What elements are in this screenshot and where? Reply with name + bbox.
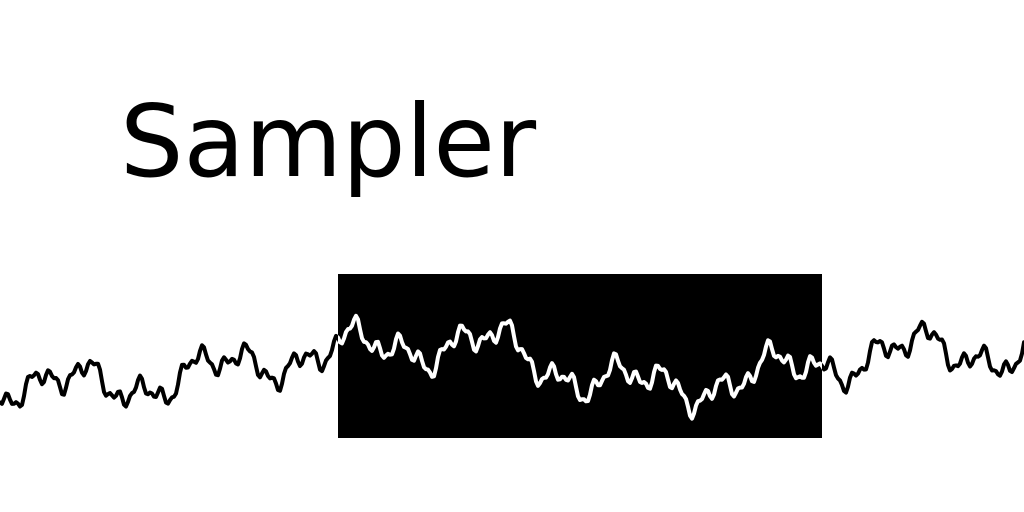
selected-waveform-line bbox=[338, 313, 822, 421]
waveform-line bbox=[0, 333, 338, 409]
app-title: Sampler bbox=[120, 83, 537, 200]
waveform-line bbox=[822, 319, 1024, 395]
